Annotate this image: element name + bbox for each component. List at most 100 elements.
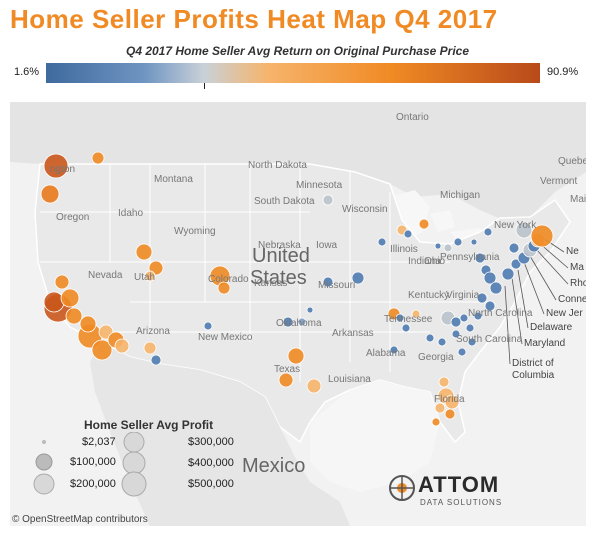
market-bubble[interactable] xyxy=(135,243,153,261)
state-label: Maine xyxy=(570,194,586,205)
market-bubble[interactable] xyxy=(306,378,322,394)
market-bubble[interactable] xyxy=(457,347,467,357)
market-bubble[interactable] xyxy=(395,313,405,323)
state-label: Oregon xyxy=(56,212,90,223)
market-bubble[interactable] xyxy=(143,341,157,355)
state-label: Georgia xyxy=(418,352,454,363)
market-bubble[interactable] xyxy=(282,316,294,328)
legend-label: $300,000 xyxy=(188,436,234,448)
state-label: Alabama xyxy=(366,348,406,359)
state-label: New York xyxy=(494,220,537,231)
state-label: Indiana xyxy=(408,256,441,267)
state-label: North Carolina xyxy=(468,308,533,319)
canada-landmass xyxy=(10,102,586,222)
market-bubble[interactable] xyxy=(54,274,70,290)
market-bubble[interactable] xyxy=(91,151,105,165)
market-bubble[interactable] xyxy=(489,281,503,295)
state-label: Virginia xyxy=(446,290,480,301)
market-bubble[interactable] xyxy=(411,309,421,319)
state-label: Vermont xyxy=(540,176,578,187)
attom-logo-wordmark: ATTOM xyxy=(418,472,500,497)
market-bubble[interactable] xyxy=(91,339,113,361)
callout-label: New Jer xyxy=(546,308,583,319)
market-bubble[interactable] xyxy=(418,218,430,230)
market-bubble[interactable] xyxy=(351,271,365,285)
state-label: Illinois xyxy=(390,244,418,255)
state-label: Utah xyxy=(134,272,156,283)
state-label: Quebec xyxy=(558,156,586,167)
legend-label: $400,000 xyxy=(188,457,234,469)
market-bubble[interactable] xyxy=(437,337,447,347)
market-bubble[interactable] xyxy=(434,402,446,414)
market-bubble[interactable] xyxy=(451,329,461,339)
market-bubble[interactable] xyxy=(144,270,156,282)
heat-map[interactable]: United States Mexico Ontario ngton Oregon Idah… xyxy=(10,102,586,526)
market-bubble[interactable] xyxy=(510,258,522,270)
market-bubble[interactable] xyxy=(459,313,469,323)
market-bubble[interactable] xyxy=(467,337,477,347)
market-bubble[interactable] xyxy=(60,288,80,308)
market-bubble[interactable] xyxy=(453,237,463,247)
market-bubble[interactable] xyxy=(425,333,435,343)
market-bubble[interactable] xyxy=(483,227,493,237)
market-bubble[interactable] xyxy=(434,242,442,250)
market-bubble[interactable] xyxy=(306,306,314,314)
legend-symbol-100000 xyxy=(35,453,53,471)
market-bubble[interactable] xyxy=(114,338,130,354)
market-bubble[interactable] xyxy=(389,345,399,355)
map-canvas[interactable] xyxy=(10,102,586,526)
map-attribution[interactable]: © OpenStreetMap contributors xyxy=(12,514,148,525)
state-label: Iowa xyxy=(316,240,338,251)
market-bubble[interactable] xyxy=(431,417,441,427)
legend-symbol-2037 xyxy=(42,440,46,444)
market-bubble[interactable] xyxy=(444,408,456,420)
market-bubble[interactable] xyxy=(508,242,520,254)
market-bubble[interactable] xyxy=(43,153,69,179)
state-label: Pennsylvania xyxy=(440,252,500,263)
market-bubble[interactable] xyxy=(401,323,411,333)
market-bubble[interactable] xyxy=(297,317,307,327)
market-bubble[interactable] xyxy=(43,291,65,313)
callout-line xyxy=(529,255,557,301)
market-bubble[interactable] xyxy=(483,271,497,285)
market-bubble[interactable] xyxy=(515,221,533,239)
legend-symbol-200000 xyxy=(33,473,55,495)
market-bubble[interactable] xyxy=(203,321,213,331)
state-label: Minnesota xyxy=(296,180,343,191)
market-bubble[interactable] xyxy=(450,316,462,328)
mexico-landmass xyxy=(90,342,350,526)
market-bubble[interactable] xyxy=(65,307,83,325)
callout-line xyxy=(504,285,511,365)
market-bubble[interactable] xyxy=(377,237,387,247)
market-bubble[interactable] xyxy=(40,184,60,204)
market-bubble[interactable] xyxy=(217,281,231,295)
great-lakes xyxy=(390,190,485,244)
market-bubble[interactable] xyxy=(473,311,483,321)
market-bubble[interactable] xyxy=(322,194,334,206)
market-bubble[interactable] xyxy=(470,238,478,246)
attom-logo-mark-icon xyxy=(389,475,415,501)
market-bubble[interactable] xyxy=(484,300,496,312)
callout-label: Maryland xyxy=(524,338,566,349)
state-label: Nevada xyxy=(88,270,123,281)
attom-logo: ATTOM DATA SOLUTIONS xyxy=(388,470,518,510)
callout-line xyxy=(511,277,523,345)
market-bubble[interactable] xyxy=(530,224,554,248)
market-bubble[interactable] xyxy=(474,252,486,264)
market-bubble[interactable] xyxy=(501,267,515,281)
state-label: Florida xyxy=(434,394,465,405)
market-bubble[interactable] xyxy=(278,372,294,388)
market-bubble[interactable] xyxy=(150,354,162,366)
market-bubble[interactable] xyxy=(443,243,453,253)
market-bubble[interactable] xyxy=(438,376,450,388)
market-bubble[interactable] xyxy=(465,323,475,333)
market-bubble[interactable] xyxy=(403,229,413,239)
legend-label: $200,000 xyxy=(70,478,116,490)
market-bubble[interactable] xyxy=(79,315,97,333)
market-bubble[interactable] xyxy=(322,276,334,288)
callout-line xyxy=(534,247,569,285)
market-bubble[interactable] xyxy=(287,347,305,365)
market-bubble[interactable] xyxy=(476,292,488,304)
legend-symbol-400000 xyxy=(122,451,146,475)
legend-label: $500,000 xyxy=(188,478,234,490)
